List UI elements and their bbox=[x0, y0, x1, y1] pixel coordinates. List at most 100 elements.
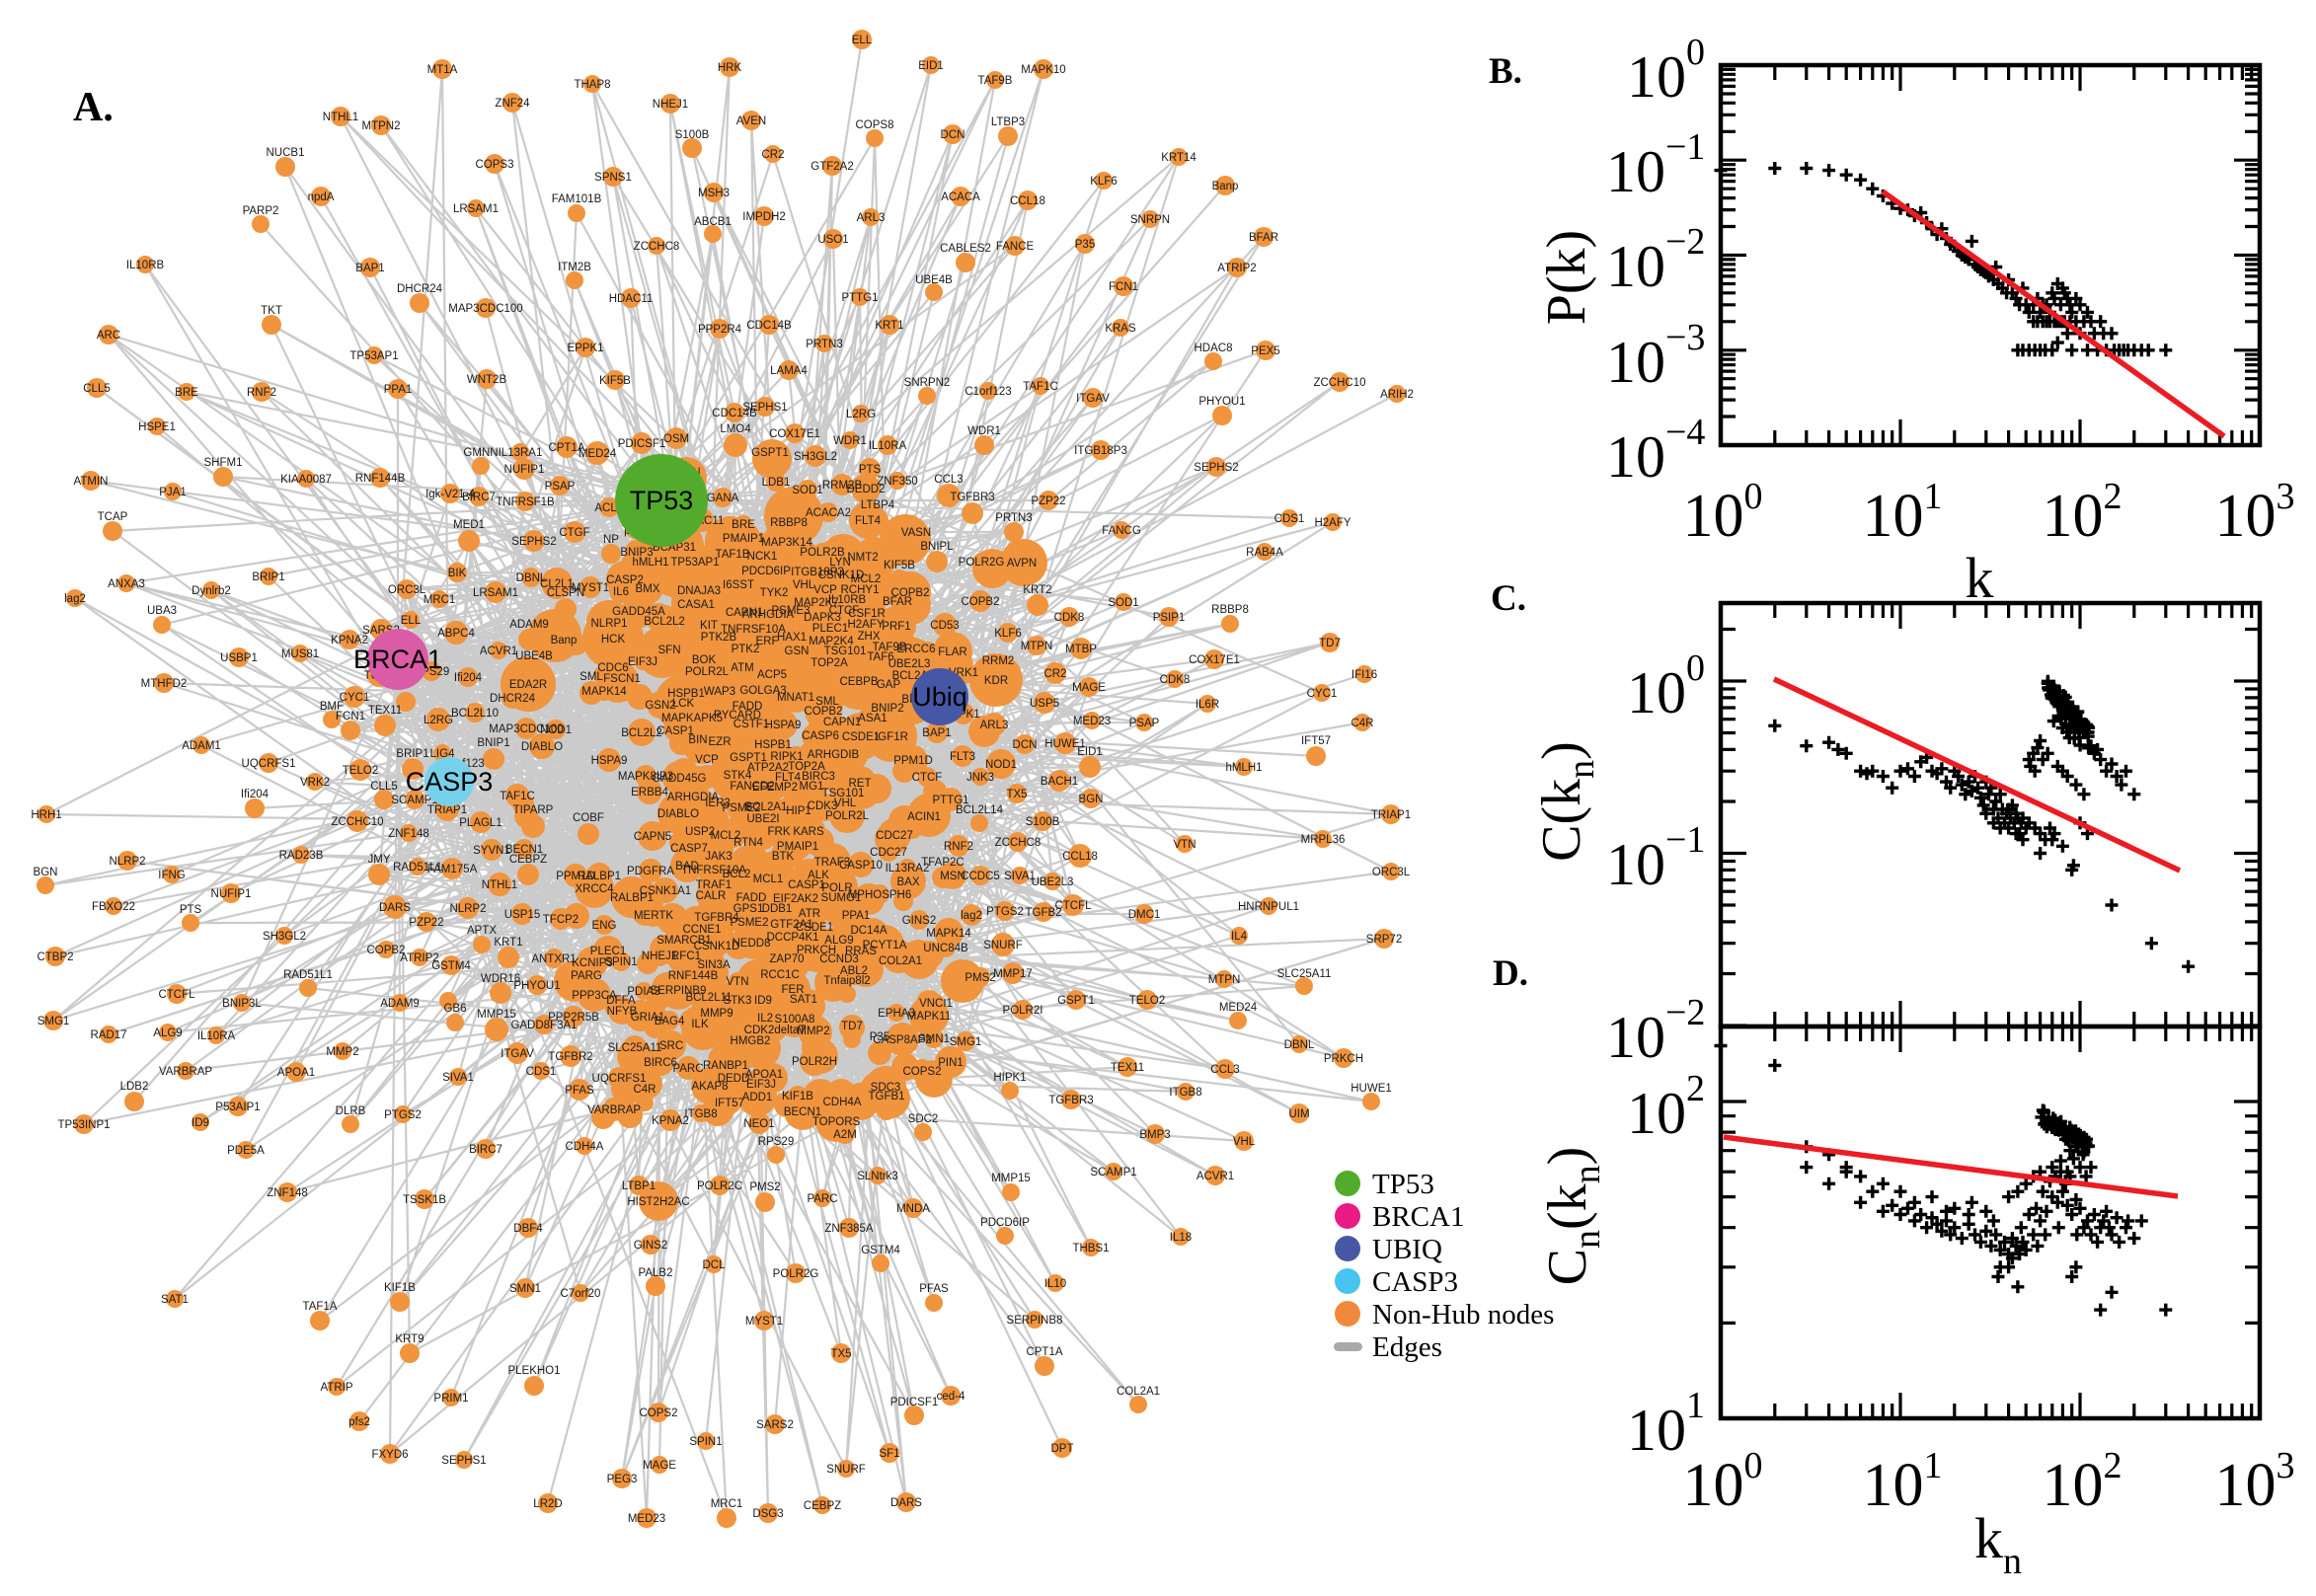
svg-text:KPNA2: KPNA2 bbox=[652, 1115, 689, 1127]
svg-text:CASA1: CASA1 bbox=[677, 599, 715, 611]
svg-text:ARHGDIB: ARHGDIB bbox=[808, 749, 860, 761]
svg-text:KIT: KIT bbox=[700, 620, 718, 632]
svg-text:ORC3L: ORC3L bbox=[388, 584, 426, 596]
svg-text:SEPHS2: SEPHS2 bbox=[511, 536, 556, 548]
svg-text:ACIN1: ACIN1 bbox=[907, 811, 941, 823]
svg-text:PPA1: PPA1 bbox=[384, 384, 413, 396]
svg-text:GADD45G: GADD45G bbox=[653, 773, 707, 785]
svg-text:GRIA1: GRIA1 bbox=[631, 1012, 665, 1024]
svg-text:RBBP8: RBBP8 bbox=[770, 517, 808, 529]
svg-text:BTK: BTK bbox=[772, 851, 795, 863]
svg-text:SUMO1: SUMO1 bbox=[821, 892, 862, 904]
svg-text:TOPORS: TOPORS bbox=[812, 1116, 861, 1128]
svg-text:FAM101B: FAM101B bbox=[552, 193, 602, 205]
svg-text:MMP2: MMP2 bbox=[797, 1026, 829, 1037]
svg-text:ZNF24: ZNF24 bbox=[495, 98, 530, 110]
svg-text:PTGS2: PTGS2 bbox=[986, 906, 1024, 918]
svg-text:TRIAP1: TRIAP1 bbox=[427, 804, 467, 816]
svg-text:S100A8: S100A8 bbox=[775, 1014, 815, 1026]
svg-text:ARL3: ARL3 bbox=[980, 720, 1009, 731]
svg-text:CASP8AP2: CASP8AP2 bbox=[873, 1034, 931, 1046]
svg-text:KDR: KDR bbox=[984, 675, 1008, 687]
svg-text:BMF: BMF bbox=[320, 701, 344, 713]
svg-text:HDAC11: HDAC11 bbox=[609, 293, 654, 305]
svg-text:BAD: BAD bbox=[675, 861, 699, 873]
svg-text:CYC1: CYC1 bbox=[1307, 688, 1338, 700]
svg-text:NFYB: NFYB bbox=[607, 1006, 638, 1018]
svg-text:MAPK8IP3: MAPK8IP3 bbox=[618, 771, 673, 783]
svg-text:MT1A: MT1A bbox=[427, 64, 458, 76]
svg-text:DARS: DARS bbox=[379, 902, 411, 914]
svg-text:POLR2L: POLR2L bbox=[825, 810, 870, 822]
svg-text:TGFBR3: TGFBR3 bbox=[950, 492, 994, 503]
svg-text:B.: B. bbox=[1489, 51, 1522, 92]
svg-text:KRT14: KRT14 bbox=[1161, 152, 1197, 164]
svg-text:PDICSF1: PDICSF1 bbox=[618, 438, 666, 450]
svg-text:IL10RA: IL10RA bbox=[197, 1030, 236, 1042]
svg-text:RNF144B: RNF144B bbox=[668, 970, 719, 982]
svg-text:PRTN3: PRTN3 bbox=[806, 339, 843, 350]
svg-text:ATMIN: ATMIN bbox=[74, 476, 109, 488]
svg-text:BIK: BIK bbox=[448, 568, 467, 579]
svg-text:TAF1B: TAF1B bbox=[716, 549, 750, 561]
svg-text:P35: P35 bbox=[870, 1031, 889, 1043]
svg-text:SAT1: SAT1 bbox=[161, 1294, 189, 1306]
svg-text:PLEC1: PLEC1 bbox=[812, 623, 848, 635]
svg-text:CCND3: CCND3 bbox=[819, 953, 859, 965]
svg-text:PDCD6IP: PDCD6IP bbox=[980, 1217, 1030, 1229]
svg-text:NEO1: NEO1 bbox=[743, 1118, 774, 1130]
svg-text:PPP2R5B: PPP2R5B bbox=[548, 1012, 599, 1024]
svg-text:IL6: IL6 bbox=[613, 586, 629, 598]
svg-text:TAF1C: TAF1C bbox=[1023, 381, 1058, 393]
svg-text:S100B: S100B bbox=[675, 129, 710, 141]
svg-text:ALG9: ALG9 bbox=[153, 1027, 182, 1039]
svg-text:CSNK1D: CSNK1D bbox=[694, 941, 740, 952]
svg-text:ABL2: ABL2 bbox=[840, 965, 868, 977]
svg-text:Non-Hub nodes: Non-Hub nodes bbox=[1372, 1299, 1554, 1330]
svg-text:LTBP3: LTBP3 bbox=[991, 116, 1025, 128]
svg-text:VCP: VCP bbox=[813, 584, 837, 596]
svg-text:MCL1: MCL1 bbox=[753, 874, 784, 885]
svg-text:LRSAM1: LRSAM1 bbox=[473, 587, 518, 599]
svg-text:TELO2: TELO2 bbox=[1129, 995, 1165, 1007]
svg-text:MERTK: MERTK bbox=[634, 910, 673, 922]
svg-text:LR2D: LR2D bbox=[533, 1498, 562, 1510]
svg-text:PTK2: PTK2 bbox=[732, 644, 760, 655]
svg-text:CASP6: CASP6 bbox=[802, 730, 839, 742]
svg-text:PDGFRA: PDGFRA bbox=[627, 866, 674, 877]
svg-text:KARS: KARS bbox=[793, 826, 824, 838]
svg-text:SML: SML bbox=[815, 696, 839, 708]
svg-text:A2M: A2M bbox=[833, 1129, 857, 1141]
svg-text:MAP2K4: MAP2K4 bbox=[809, 636, 854, 647]
svg-text:COPS2: COPS2 bbox=[903, 1066, 942, 1078]
svg-text:FXYD6: FXYD6 bbox=[371, 1449, 408, 1461]
svg-text:npdA: npdA bbox=[308, 191, 335, 203]
svg-text:GOLGA3: GOLGA3 bbox=[739, 685, 786, 697]
svg-text:USP15: USP15 bbox=[504, 909, 540, 921]
svg-text:HSPB1: HSPB1 bbox=[754, 739, 792, 751]
svg-text:DNAJA3: DNAJA3 bbox=[677, 585, 721, 597]
svg-text:ZNF148: ZNF148 bbox=[267, 1187, 308, 1199]
svg-text:NLRP2: NLRP2 bbox=[449, 903, 486, 915]
svg-text:SMARCB1: SMARCB1 bbox=[656, 935, 712, 947]
svg-text:IL18: IL18 bbox=[1170, 1232, 1192, 1244]
svg-text:KRT1: KRT1 bbox=[494, 937, 522, 949]
svg-text:HSPE1: HSPE1 bbox=[138, 421, 176, 433]
svg-text:FLT4: FLT4 bbox=[775, 772, 802, 784]
svg-text:RFC1: RFC1 bbox=[671, 950, 701, 962]
svg-text:ELL: ELL bbox=[401, 615, 422, 627]
svg-text:CEBPZ: CEBPZ bbox=[509, 854, 547, 866]
svg-text:lag2: lag2 bbox=[961, 910, 982, 922]
svg-text:SLNtrk3: SLNtrk3 bbox=[857, 1171, 898, 1182]
svg-text:COPB2: COPB2 bbox=[891, 587, 930, 599]
svg-text:MTBP: MTBP bbox=[1065, 644, 1097, 655]
svg-text:PTK2B: PTK2B bbox=[701, 632, 737, 644]
svg-text:CCL18: CCL18 bbox=[1010, 195, 1045, 207]
svg-text:PJA1: PJA1 bbox=[159, 487, 187, 498]
svg-text:ZNF385A: ZNF385A bbox=[824, 1223, 874, 1235]
svg-text:FLT4: FLT4 bbox=[855, 515, 882, 527]
svg-text:DIABLO: DIABLO bbox=[521, 741, 563, 753]
svg-text:EIF3J: EIF3J bbox=[746, 1079, 776, 1091]
svg-text:HMGB2: HMGB2 bbox=[731, 1035, 771, 1047]
svg-text:BMX: BMX bbox=[636, 583, 660, 595]
